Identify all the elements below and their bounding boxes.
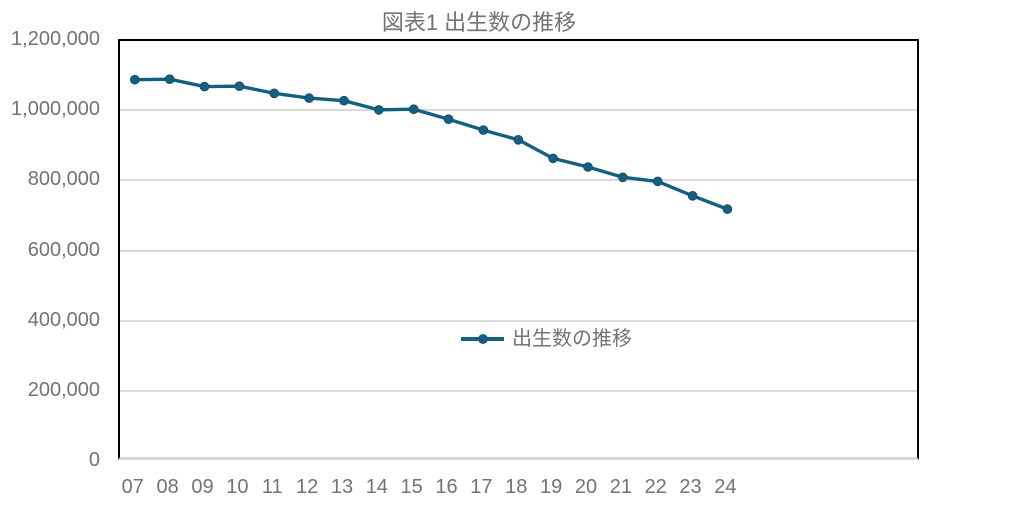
data-point [652,176,663,187]
data-point [234,81,245,91]
data-point [687,191,698,201]
y-tick-label: 1,000,000 [11,98,100,121]
data-point [304,93,314,103]
gridline [120,109,917,112]
data-point [269,88,280,99]
x-tick-label: 15 [400,476,423,498]
x-tick-label: 18 [505,476,528,498]
data-point [443,114,454,124]
data-point [617,172,628,183]
series-line [133,77,730,211]
x-tick-label: 22 [644,476,667,498]
data-point [478,125,489,135]
x-tick-label: 23 [679,476,702,498]
data-point [339,95,349,106]
data-point [513,135,524,145]
legend: 出生数の推移 [461,327,632,351]
x-tick-label: 07 [121,476,144,498]
data-point [548,153,558,164]
x-tick-label: 24 [714,476,737,498]
x-tick-label: 21 [609,476,632,498]
y-tick-label: 400,000 [27,308,100,331]
x-tick-label: 12 [295,476,319,498]
data-point [583,162,593,172]
x-tick-label: 11 [261,476,283,498]
y-tick-label: 600,000 [27,238,100,261]
plot-area [118,39,919,460]
data-point [199,81,210,92]
x-tick-label: 10 [226,476,249,498]
data-point [722,204,733,214]
x-tick-label: 17 [470,476,493,498]
legend-label: 出生数の推移 [512,328,632,350]
data-point [373,105,384,115]
x-tick-label: 16 [435,476,458,498]
x-tick-label: 08 [156,476,179,498]
line-series [129,74,733,214]
legend-dot-icon [478,334,488,344]
gridline [120,249,917,252]
x-tick-label: 09 [191,476,214,498]
gridline [120,389,917,392]
y-tick-label: 200,000 [27,378,100,401]
x-tick-label: 13 [330,476,354,498]
data-point [408,104,419,114]
y-tick-label: 0 [88,449,100,471]
data-point [129,74,140,85]
gridline [120,179,917,182]
x-tick-label: 20 [574,476,598,498]
data-point [164,74,175,84]
chart-title: 図表1 出生数の推移 [381,10,577,35]
gridline [120,319,917,322]
y-tick-label: 1,200,000 [11,28,100,50]
x-tick-label: 19 [539,476,563,498]
legend-line-marker-icon [461,334,504,344]
x-tick-label: 14 [365,476,388,498]
y-tick-label: 800,000 [27,168,100,191]
